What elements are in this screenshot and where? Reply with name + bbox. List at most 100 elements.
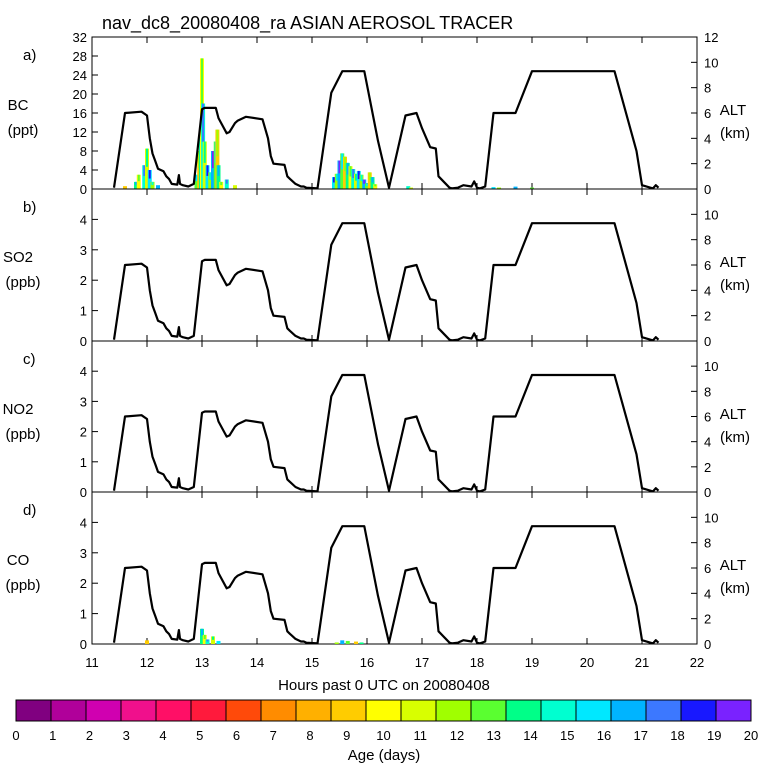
tracer-bar [355, 173, 357, 181]
tracer-bar [220, 181, 223, 186]
x-tick-label: 13 [195, 655, 209, 670]
right-tick-label: 6 [704, 410, 711, 425]
colorbar-tick-label: 16 [597, 728, 611, 743]
tracer-bar [491, 187, 496, 189]
tracer-bar [205, 165, 210, 189]
tracer-bar [373, 184, 378, 189]
colorbar-swatch [190, 699, 227, 722]
left-tick-label: 2 [80, 273, 87, 288]
x-tick-label: 22 [690, 655, 704, 670]
tracer-bar [148, 170, 151, 179]
left-tick-label: 2 [80, 425, 87, 440]
colorbar-tick-label: 4 [159, 728, 166, 743]
right-tick-label: 10 [704, 359, 718, 374]
tracer-bar [497, 187, 501, 189]
right-tick-label: 2 [704, 460, 711, 475]
tracer-bar [370, 177, 375, 189]
tracer-bar [354, 173, 358, 189]
colorbar-tick-label: 10 [376, 728, 390, 743]
tracer-bar [208, 172, 213, 189]
right-tick-label: 0 [704, 485, 711, 500]
x-tick-label: 20 [580, 655, 594, 670]
altitude-track [112, 70, 660, 190]
left-tick-label: 0 [80, 182, 87, 197]
x-tick-label: 17 [415, 655, 429, 670]
right-tick-label: 2 [704, 157, 711, 172]
tracer-bar [150, 181, 155, 189]
colorbar-swatch [645, 699, 682, 722]
colorbar-swatch [470, 699, 507, 722]
species-label: BC [8, 97, 29, 114]
colorbar-swatch [540, 699, 577, 722]
x-tick-label: 19 [525, 655, 539, 670]
tracer-bar [340, 640, 345, 644]
tracer-bar [137, 174, 140, 182]
panel-letter: d) [23, 502, 36, 519]
tracer-bar [211, 636, 215, 644]
x-tick-label: 16 [360, 655, 374, 670]
left-tick-label: 4 [80, 212, 87, 227]
tracer-bar [368, 172, 371, 180]
tracer-bar [340, 153, 345, 189]
right-tick-label: 0 [704, 334, 711, 349]
tracer-bar [215, 129, 220, 189]
x-tick-label: 14 [250, 655, 264, 670]
alt-unit: (km) [720, 277, 750, 294]
tracer-bar [344, 156, 346, 172]
tracer-bar [371, 177, 374, 183]
x-tick-label: 18 [470, 655, 484, 670]
right-tick-label: 8 [704, 384, 711, 399]
tracer-bar [338, 160, 341, 174]
colorbar-swatch [330, 699, 367, 722]
colorbar-tick-label: 11 [414, 728, 428, 743]
tracer-bar [335, 173, 338, 181]
right-tick-label: 6 [704, 258, 711, 273]
panel-no2: 0 1 2 3 4 0 2 4 6 8 10 c) NO2 (ppb) ALT (km) [3, 340, 750, 500]
colorbar-tick-label: 0 [12, 728, 19, 743]
colorbar-swatch [50, 699, 87, 722]
colorbar-swatch [120, 699, 157, 722]
tracer-bar [360, 174, 363, 182]
left-tick-label: 16 [73, 106, 87, 121]
colorbar: 0 1 2 3 4 5 6 7 8 9 10 11 12 13 14 15 16 17 18 19 20 [12, 699, 758, 743]
left-tick-label: 3 [80, 243, 87, 258]
species-label: CO [7, 552, 30, 569]
tracer-bar [367, 172, 372, 189]
tracer-bar [346, 162, 349, 175]
colorbar-tick-label: 19 [707, 728, 721, 743]
alt-label: ALT [720, 557, 746, 574]
colorbar-tick-label: 2 [86, 728, 93, 743]
right-tick-label: 6 [704, 561, 711, 576]
tracer-bar [334, 642, 339, 644]
tracer-bar [359, 174, 364, 189]
colorbar-tick-label: 9 [343, 728, 350, 743]
tracer-bar [345, 162, 350, 189]
right-tick-label: 2 [704, 309, 711, 324]
colorbar-swatch [260, 699, 297, 722]
colorbar-swatch [610, 699, 647, 722]
left-tick-label: 0 [80, 637, 87, 652]
left-tick-label: 0 [80, 485, 87, 500]
tracer-bar [135, 181, 137, 186]
right-tick-label: 12 [704, 30, 718, 45]
tracer-bar [201, 628, 203, 636]
colorbar-tick-label: 7 [270, 728, 277, 743]
colorbar-tick-label: 5 [196, 728, 203, 743]
colorbar-swatch [435, 699, 472, 722]
tracer-bar [219, 181, 224, 189]
tracer-bar [147, 170, 152, 189]
tracer-bar [205, 639, 210, 644]
colorbar-swatch [365, 699, 402, 722]
tracer-bar [201, 58, 203, 118]
tracer-bar [211, 151, 215, 189]
tracer-bar [366, 183, 368, 186]
tracer-bar [216, 640, 221, 644]
left-tick-label: 24 [73, 68, 87, 83]
chart-panels: 048121620242832024681012a)BC(ppt)ALT(km)… [3, 30, 750, 670]
panel-so2: 0 1 2 3 4 0 2 4 6 8 10 b) SO2 (ppb) ALT (km) [3, 188, 750, 349]
colorbar-tick-label: 3 [123, 728, 130, 743]
colorbar-tick-label: 17 [634, 728, 648, 743]
tracer-bar [217, 165, 220, 176]
right-tick-label: 10 [704, 55, 718, 70]
left-tick-label: 1 [80, 304, 87, 319]
